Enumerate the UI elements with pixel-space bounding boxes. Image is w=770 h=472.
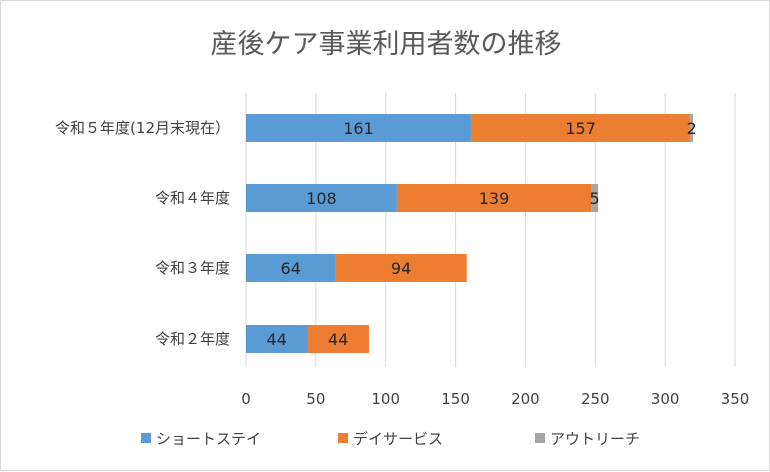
- bar-segment: [470, 114, 691, 142]
- bar-segment: [335, 254, 467, 282]
- legend-swatch: [338, 433, 348, 443]
- data-label: 44: [267, 330, 287, 349]
- bar-segment: [307, 325, 369, 353]
- x-tick-label: 150: [441, 390, 470, 408]
- data-label: 157: [565, 119, 596, 138]
- x-tick-label: 50: [306, 390, 325, 408]
- bar-segment: [396, 184, 592, 212]
- data-label: 161: [343, 119, 374, 138]
- data-label: 44: [328, 330, 348, 349]
- bar-segment: [246, 184, 397, 212]
- category-label: 令和３年度: [155, 259, 230, 277]
- category-label: 令和２年度: [155, 330, 230, 348]
- x-tick-label: 100: [371, 390, 400, 408]
- data-label: 108: [306, 189, 337, 208]
- bar-segment: [246, 114, 471, 142]
- x-tick-label: 350: [721, 390, 750, 408]
- legend-swatch: [141, 433, 151, 443]
- chart-title: 産後ケア事業利用者数の推移: [211, 29, 562, 60]
- data-label: 64: [281, 259, 301, 278]
- x-tick-label: 0: [241, 390, 251, 408]
- category-label: 令和５年度(12月末現在）: [55, 119, 230, 137]
- legend-label: デイサービス: [353, 430, 443, 448]
- data-label: 5: [589, 189, 599, 208]
- bar-segment: [246, 325, 308, 353]
- legend-label: アウトリーチ: [550, 430, 640, 448]
- legend-swatch: [535, 433, 545, 443]
- legend-label: ショートステイ: [156, 430, 261, 448]
- bar-segment: [246, 254, 336, 282]
- x-tick-label: 250: [581, 390, 610, 408]
- data-label: 2: [687, 119, 697, 138]
- bar-segment: [690, 114, 694, 142]
- data-label: 94: [391, 259, 411, 278]
- data-label: 139: [479, 189, 510, 208]
- x-tick-label: 200: [511, 390, 540, 408]
- bar-segment: [591, 184, 599, 212]
- category-label: 令和４年度: [155, 189, 230, 207]
- x-tick-label: 300: [651, 390, 680, 408]
